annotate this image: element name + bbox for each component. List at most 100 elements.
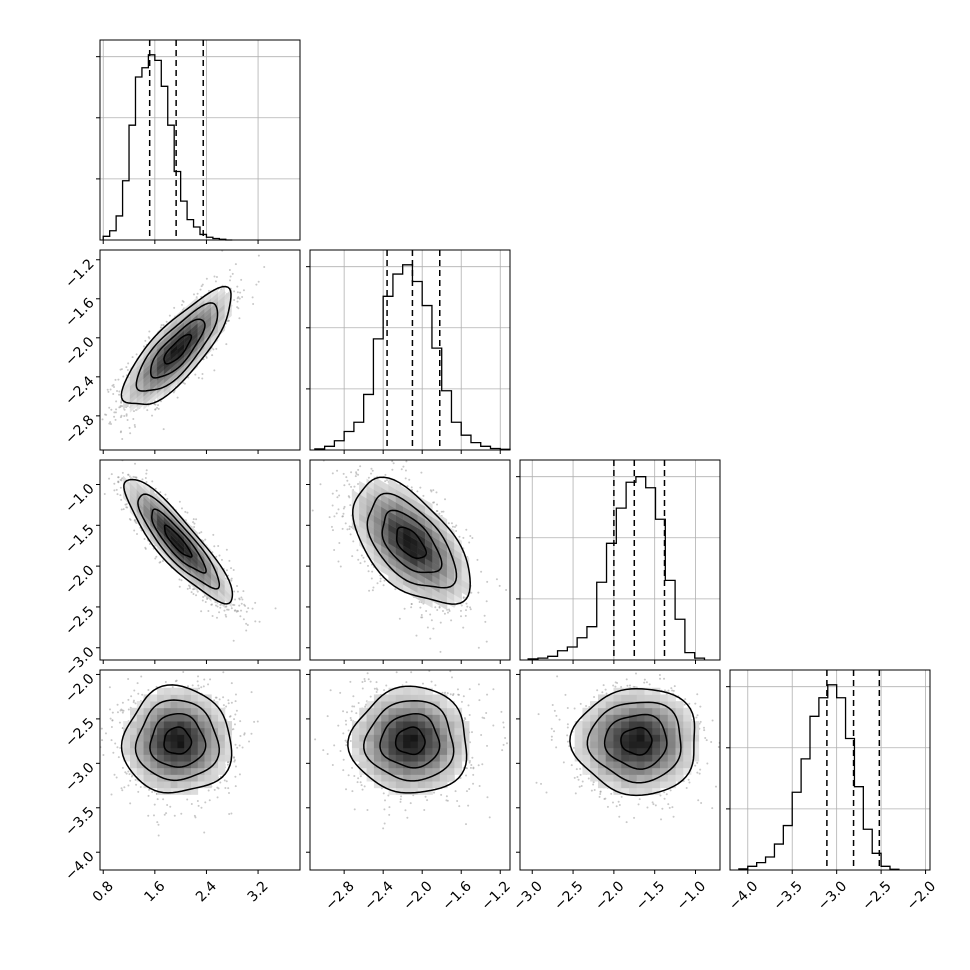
- scatter-point: [118, 393, 121, 396]
- density-cell: [395, 687, 404, 695]
- scatter-point: [233, 590, 236, 593]
- scatter-point: [469, 608, 472, 611]
- contour-level-3: [586, 701, 682, 784]
- density-cell: [644, 754, 653, 762]
- scatter-point: [201, 377, 204, 380]
- scatter-point: [335, 489, 338, 492]
- density-cell: [454, 734, 463, 742]
- scatter-point: [569, 655, 571, 657]
- scatter-point: [143, 538, 146, 541]
- scatter-point: [234, 775, 237, 778]
- scatter-point: [440, 510, 443, 513]
- scatter-point: [222, 696, 225, 699]
- density-cell: [454, 707, 463, 715]
- density-cell: [170, 694, 178, 702]
- scatter-point: [440, 793, 443, 796]
- density-cell: [691, 734, 700, 742]
- scatter-point: [207, 610, 210, 613]
- scatter-point: [553, 730, 556, 733]
- scatter-point: [370, 577, 373, 580]
- scatter-point: [366, 808, 369, 811]
- density-cell: [574, 721, 583, 729]
- scatter-point: [645, 681, 648, 684]
- density-cell: [621, 767, 630, 775]
- density-cell: [123, 734, 131, 742]
- scatter-point: [180, 812, 183, 815]
- scatter-point: [696, 771, 699, 774]
- density-cell: [197, 727, 205, 735]
- scatter-point: [258, 620, 261, 623]
- density-cell: [381, 694, 389, 702]
- scatter-point: [618, 803, 621, 806]
- density-cell: [597, 727, 607, 735]
- scatter-point: [234, 713, 237, 716]
- scatter-point: [102, 754, 105, 757]
- scatter-point: [173, 814, 176, 817]
- scatter-point: [126, 419, 129, 422]
- scatter-point: [462, 626, 465, 629]
- scatter-point: [672, 689, 675, 692]
- density-cell: [636, 687, 645, 695]
- scatter-point: [210, 603, 213, 606]
- scatter-point: [225, 780, 228, 783]
- scatter-point: [566, 723, 569, 726]
- scatter-point: [233, 759, 236, 762]
- scatter-point: [257, 280, 260, 283]
- scatter-point: [360, 554, 363, 557]
- density-cell: [439, 721, 448, 729]
- scatter-point: [400, 468, 403, 471]
- scatter-point: [212, 348, 215, 351]
- scatter-point: [119, 431, 122, 434]
- density-cell: [190, 741, 199, 749]
- scatter-point: [350, 471, 353, 474]
- scatter-point: [110, 726, 113, 729]
- scatter-point: [578, 785, 581, 788]
- scatter-point: [159, 400, 162, 403]
- scatter-point: [232, 639, 235, 642]
- joint-panel-4: [99, 669, 301, 871]
- scatter-point: [147, 814, 150, 817]
- density-cell: [136, 721, 144, 729]
- density-cell: [667, 721, 676, 729]
- scatter-point: [572, 746, 575, 749]
- density-cell: [373, 707, 382, 715]
- scatter-point: [484, 620, 487, 623]
- scatter-point: [477, 764, 480, 767]
- density-cell: [628, 707, 638, 715]
- scatter-point: [251, 296, 254, 299]
- scatter-point: [456, 688, 459, 691]
- scatter-point: [406, 816, 409, 819]
- scatter-point: [483, 614, 486, 617]
- scatter-point: [661, 807, 664, 810]
- scatter-point: [375, 687, 378, 690]
- scatter-point: [242, 590, 245, 593]
- scatter-point: [114, 418, 117, 421]
- density-cell: [163, 754, 172, 762]
- scatter-point: [423, 809, 426, 812]
- density-cell: [590, 734, 599, 742]
- density-cell: [143, 754, 151, 762]
- density-cell: [597, 734, 607, 742]
- scatter-point: [717, 746, 720, 749]
- scatter-point: [570, 764, 573, 767]
- scatter-point: [213, 788, 216, 791]
- scatter-point: [133, 424, 136, 427]
- density-cell: [675, 774, 684, 782]
- scatter-point: [233, 299, 236, 302]
- panel-frame: [729, 669, 931, 871]
- scatter-point: [225, 548, 228, 551]
- scatter-point: [129, 802, 132, 805]
- scatter-point: [615, 805, 618, 808]
- scatter-point: [445, 795, 448, 798]
- scatter-point: [628, 684, 631, 687]
- density-cell: [417, 767, 426, 775]
- density-cell: [636, 734, 645, 742]
- scatter-point: [125, 414, 128, 417]
- scatter-point: [698, 772, 701, 775]
- density-cell: [136, 707, 144, 715]
- density-cell: [366, 761, 375, 769]
- scatter-point: [699, 705, 702, 708]
- scatter-point: [135, 476, 138, 479]
- scatter-point: [476, 558, 479, 561]
- density-cell: [660, 707, 669, 715]
